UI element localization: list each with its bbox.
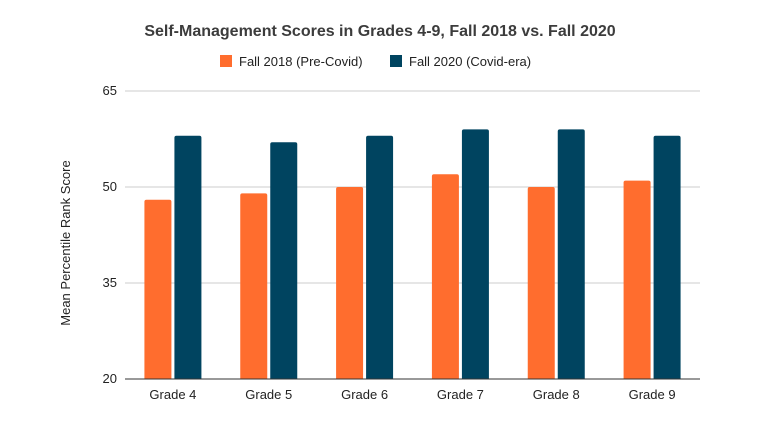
y-tick-label: 20: [103, 371, 117, 386]
x-tick-label: Grade 9: [629, 387, 676, 402]
bar-fall-2020-grade-7: [461, 129, 489, 379]
y-tick-label: 65: [103, 83, 117, 98]
bar-fall-2018-grade-5: [240, 193, 268, 379]
legend-swatch-fall-2020: [390, 55, 402, 67]
bar-fall-2020-grade-9: [653, 135, 681, 379]
bar-fall-2018-grade-6: [336, 187, 364, 379]
bar-fall-2018-grade-8: [527, 187, 555, 379]
bar-fall-2020-grade-5: [270, 142, 298, 379]
x-tick-label: Grade 4: [149, 387, 196, 402]
gridlines: [125, 90, 700, 284]
bar-fall-2018-grade-7: [431, 174, 459, 379]
legend-label-fall-2020: Fall 2020 (Covid-era): [409, 54, 531, 69]
bar-fall-2020-grade-6: [366, 135, 394, 379]
y-tick-label: 50: [103, 179, 117, 194]
x-axis-ticks: Grade 4 Grade 5 Grade 6 Grade 7 Grade 8 Grade…: [149, 387, 675, 402]
y-tick-label: 35: [103, 275, 117, 290]
y-axis-ticks: 20 35 50 65: [103, 83, 117, 386]
y-axis-label: Mean Percentile Rank Score: [58, 160, 73, 325]
bar-fall-2020-grade-4: [174, 135, 202, 379]
x-tick-label: Grade 7: [437, 387, 484, 402]
legend-label-fall-2018: Fall 2018 (Pre-Covid): [239, 54, 363, 69]
bar-fall-2018-grade-9: [623, 180, 651, 379]
bar-fall-2020-grade-8: [557, 129, 585, 379]
bars: [144, 129, 681, 379]
legend-swatch-fall-2018: [220, 55, 232, 67]
chart-title: Self-Management Scores in Grades 4-9, Fa…: [144, 23, 615, 40]
x-tick-label: Grade 5: [245, 387, 292, 402]
legend: Fall 2018 (Pre-Covid) Fall 2020 (Covid-e…: [220, 54, 531, 69]
x-tick-label: Grade 6: [341, 387, 388, 402]
x-tick-label: Grade 8: [533, 387, 580, 402]
bar-fall-2018-grade-4: [144, 199, 172, 379]
